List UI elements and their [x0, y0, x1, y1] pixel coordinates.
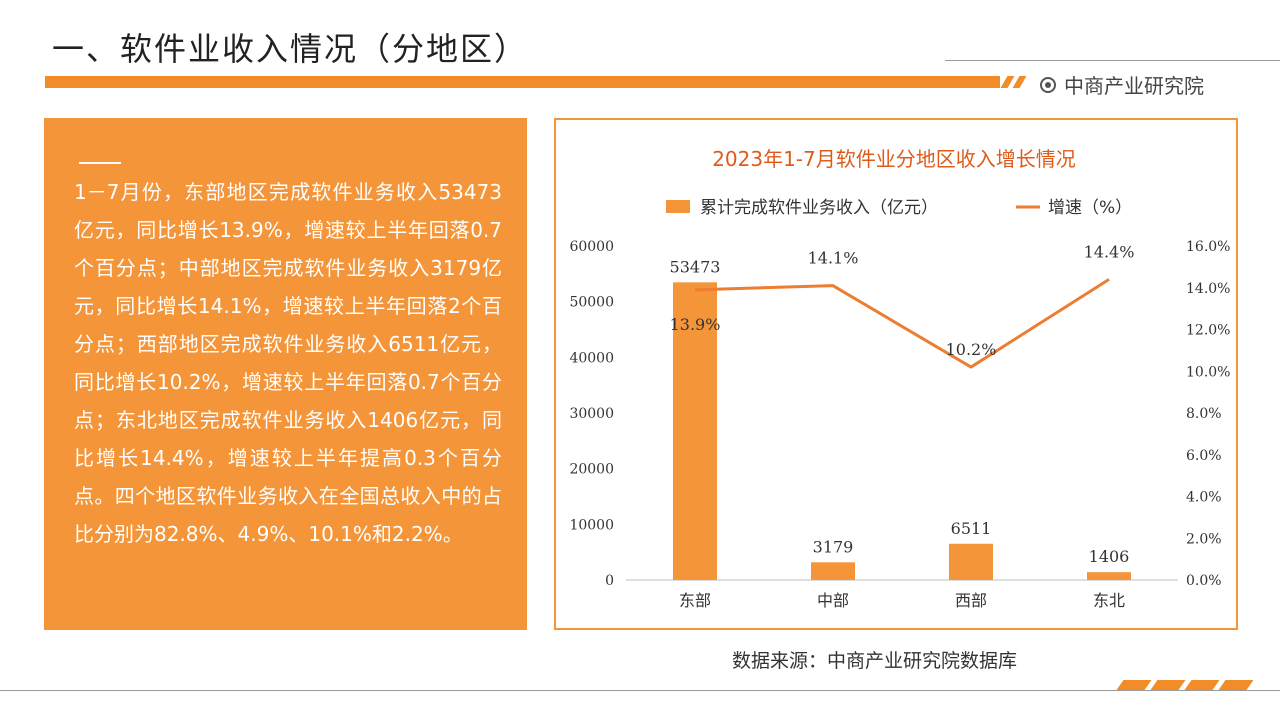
chart-title: 2023年1-7月软件业分地区收入增长情况: [712, 147, 1076, 171]
line-value-label: 14.1%: [808, 249, 859, 268]
chart-panel: 2023年1-7月软件业分地区收入增长情况 累计完成软件业务收入（亿元） 增速（…: [554, 118, 1238, 630]
legend-bar-swatch: [666, 200, 690, 213]
line-value-label: 10.2%: [946, 340, 997, 359]
y-right-tick-label: 2.0%: [1186, 531, 1222, 547]
bar-4: [1087, 572, 1131, 580]
x-tick-label: 东北: [1093, 591, 1125, 610]
y-right-tick-label: 8.0%: [1186, 406, 1222, 422]
y-left-tick-label: 0: [605, 573, 614, 589]
y-right-tick-label: 6.0%: [1186, 448, 1222, 464]
footer-divider: [0, 690, 1280, 691]
y-right-tick-label: 12.0%: [1186, 323, 1230, 339]
summary-panel: 1－7月份，东部地区完成软件业务收入53473亿元，同比增长13.9%，增速较上…: [44, 118, 527, 630]
y-right-tick-label: 16.0%: [1186, 239, 1230, 255]
bar-value-label: 53473: [670, 257, 721, 276]
brand-logo: 中商产业研究院: [1040, 70, 1204, 99]
y-left-tick-label: 30000: [569, 406, 614, 422]
legend-bar-label: 累计完成软件业务收入（亿元）: [700, 198, 938, 218]
bar-2: [811, 562, 855, 580]
footer-stripes: [1112, 680, 1254, 692]
y-left-tick-label: 20000: [569, 462, 614, 478]
x-tick-label: 西部: [955, 591, 987, 610]
panel-accent-line: [79, 162, 121, 164]
header-divider: [945, 60, 1280, 61]
x-tick-label: 中部: [817, 591, 849, 610]
bar-value-label: 6511: [951, 519, 992, 538]
line-value-label: 14.4%: [1084, 242, 1135, 261]
y-left-tick-label: 10000: [569, 517, 614, 533]
chart-legend: 累计完成软件业务收入（亿元） 增速（%）: [666, 198, 1132, 218]
y-right-tick-label: 10.0%: [1186, 364, 1230, 380]
summary-paragraph: 1－7月份，东部地区完成软件业务收入53473亿元，同比增长13.9%，增速较上…: [74, 180, 502, 546]
header-stripes: [1000, 76, 1030, 88]
logo-text: 中商产业研究院: [1064, 74, 1204, 98]
legend-line-label: 增速（%）: [1048, 198, 1132, 218]
y-right-tick-label: 4.0%: [1186, 490, 1222, 506]
bar-1: [673, 282, 717, 580]
title-accent-bar: [45, 76, 1000, 88]
line-value-label: 13.9%: [670, 315, 721, 334]
logo-circle-icon: [1040, 76, 1056, 93]
growth-line: [694, 278, 1110, 369]
y-right-tick-label: 14.0%: [1186, 281, 1230, 297]
revenue-growth-chart: 2023年1-7月软件业分地区收入增长情况 累计完成软件业务收入（亿元） 增速（…: [569, 147, 1230, 610]
y-right-tick-label: 0.0%: [1186, 573, 1222, 589]
bar-value-label: 1406: [1089, 547, 1130, 566]
page-title: 一、软件业收入情况（分地区）: [52, 30, 529, 68]
bar-value-label: 3179: [813, 537, 854, 556]
plot-area: 0 10000 20000 30000 40000 50000 60000 0.0% 2.0% 4…: [569, 239, 1230, 610]
bar-3: [949, 543, 993, 580]
data-source: 数据来源：中商产业研究院数据库: [732, 650, 1018, 672]
y-left-tick-label: 50000: [569, 295, 614, 311]
y-left-tick-label: 40000: [569, 350, 614, 366]
x-tick-label: 东部: [679, 591, 711, 610]
y-left-tick-label: 60000: [569, 239, 614, 255]
